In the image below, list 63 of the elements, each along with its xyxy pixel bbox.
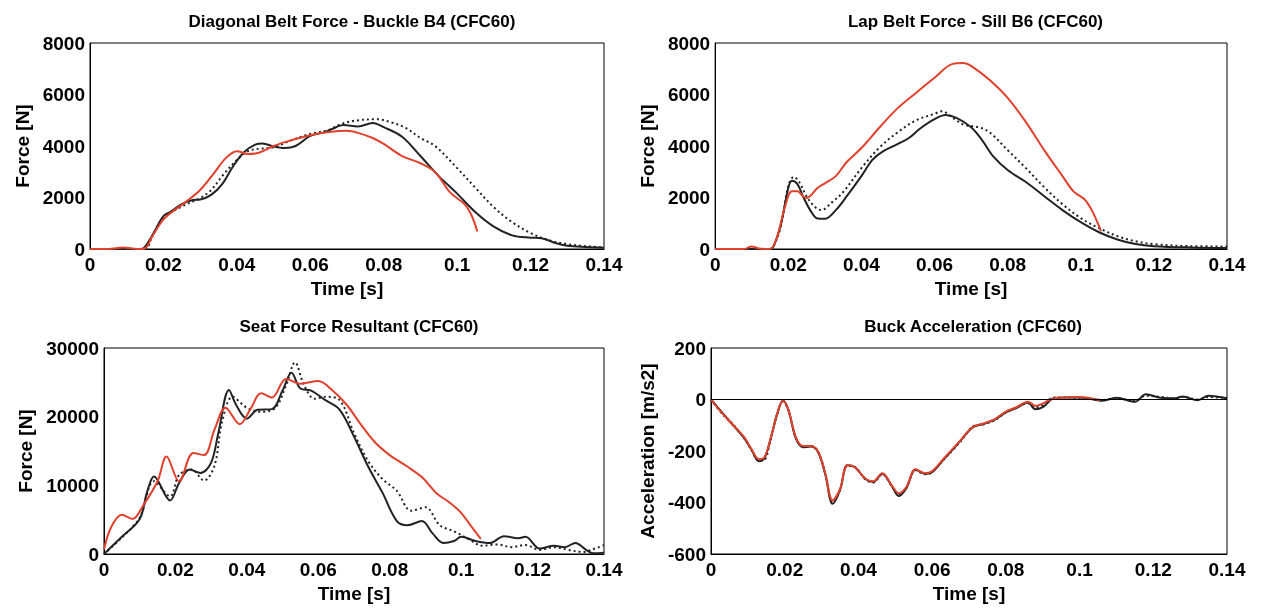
x-tick-label: 0.04 [842,254,881,275]
x-tick-label: 0.06 [291,254,329,275]
y-tick-label: 8000 [42,32,85,54]
x-tick-label: 0.08 [989,254,1027,275]
y-axis-title: Acceleration [m/s2] [637,363,658,539]
x-tick-label: 0.1 [1067,254,1095,275]
x-tick-label: 0.12 [512,254,550,275]
y-tick-label: 4000 [42,135,85,157]
x-tick-label: 0.12 [1134,559,1172,580]
x-tick-label: 0.02 [769,254,807,275]
x-tick-label: 0.1 [443,254,471,275]
y-tick-label: 2000 [667,187,711,208]
x-tick-label: 0.08 [987,559,1025,580]
y-tick-label: 8000 [667,32,711,54]
line-series [710,395,1101,502]
y-tick-label: -400 [667,492,706,513]
y-tick-label: 0 [695,389,706,410]
y-tick-label: 0 [74,238,85,260]
x-tick-label: 0.06 [913,559,951,580]
x-axis-title: Time [s] [934,278,1008,299]
x-tick-label: 0.04 [228,559,266,580]
y-axis-title: Force [N] [637,104,658,188]
x-tick-label: 0.12 [514,559,552,580]
y-tick-label: 0 [88,543,99,565]
chart-title: Buck Acceleration (CFC60) [864,317,1082,336]
y-tick-label: 20000 [46,406,99,428]
x-tick-label: 0.06 [916,254,954,275]
line-series [89,129,479,250]
line-series [714,62,1102,250]
x-tick-label: 0.08 [365,254,403,275]
y-tick-label: 0 [699,238,711,260]
x-axis-title: Time [s] [310,278,384,299]
x-tick-label: 0.12 [1135,254,1173,275]
chart-title: Seat Force Resultant (CFC60) [239,317,479,336]
line-series [103,377,482,551]
x-tick-label: 0.06 [299,559,337,580]
x-tick-label: 0.02 [144,254,182,275]
x-tick-label: 0.02 [766,559,804,580]
chart-title: Diagonal Belt Force - Buckle B4 (CFC60) [188,12,516,31]
x-tick-label: 0.14 [585,559,623,580]
y-tick-label: 6000 [667,84,711,105]
chart-title: Lap Belt Force - Sill B6 (CFC60) [847,12,1104,31]
y-tick-label: -200 [667,440,706,462]
x-axis-title: Time [s] [317,583,391,604]
x-tick-label: 0.14 [1208,254,1246,275]
x-tick-label: 0.1 [447,559,475,580]
x-tick-label: 0.1 [1066,559,1094,580]
x-axis-title: Time [s] [932,583,1006,604]
x-tick-label: 0.04 [839,559,878,580]
y-tick-label: 6000 [42,84,85,105]
x-tick-label: 0.02 [156,559,194,580]
x-tick-label: 0.14 [585,254,623,275]
y-tick-label: -600 [667,543,706,565]
y-tick-label: 4000 [667,135,711,157]
y-tick-label: 10000 [46,474,99,496]
x-tick-label: 0.04 [218,254,256,275]
x-tick-label: 0.14 [1208,559,1246,580]
y-tick-label: 200 [674,337,706,359]
y-tick-label: 2000 [42,187,85,208]
x-tick-label: 0.08 [371,559,409,580]
y-axis-title: Force [N] [11,104,33,188]
y-tick-label: 30000 [46,337,99,359]
y-axis-title: Force [N] [15,409,37,493]
